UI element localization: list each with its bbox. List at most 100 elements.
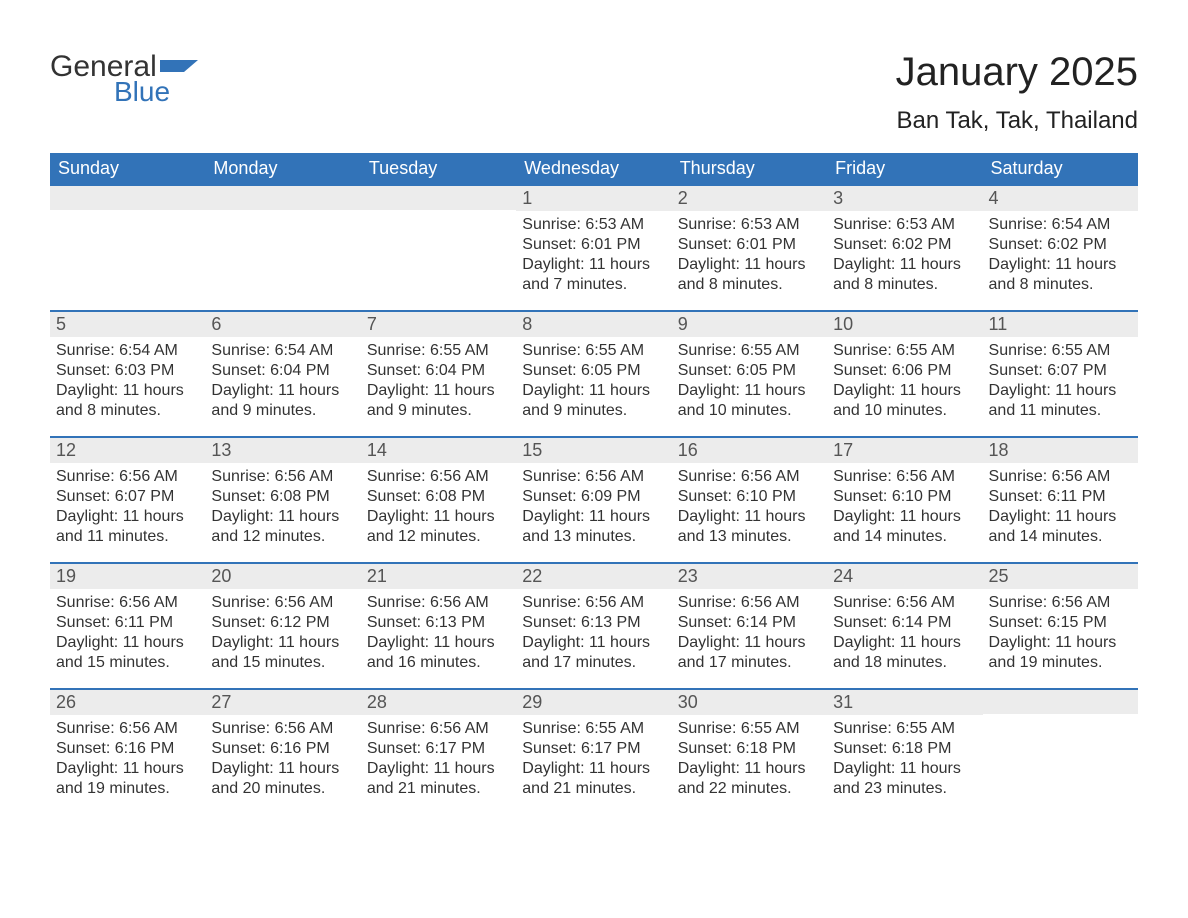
day-details: Sunrise: 6:56 AMSunset: 6:08 PMDaylight:… bbox=[205, 463, 360, 547]
day-details: Sunrise: 6:56 AMSunset: 6:11 PMDaylight:… bbox=[983, 463, 1138, 547]
sunset-text: Sunset: 6:02 PM bbox=[833, 235, 976, 255]
day-number: 8 bbox=[516, 312, 671, 337]
daylight-text: Daylight: 11 hours and 16 minutes. bbox=[367, 633, 510, 673]
sunset-text: Sunset: 6:06 PM bbox=[833, 361, 976, 381]
day-cell: 23Sunrise: 6:56 AMSunset: 6:14 PMDayligh… bbox=[672, 564, 827, 688]
day-cell: 2Sunrise: 6:53 AMSunset: 6:01 PMDaylight… bbox=[672, 186, 827, 310]
day-cell: 4Sunrise: 6:54 AMSunset: 6:02 PMDaylight… bbox=[983, 186, 1138, 310]
day-number: 19 bbox=[50, 564, 205, 589]
sunset-text: Sunset: 6:16 PM bbox=[56, 739, 199, 759]
day-details: Sunrise: 6:53 AMSunset: 6:01 PMDaylight:… bbox=[516, 211, 671, 295]
weekday-header: Friday bbox=[827, 153, 982, 184]
sunset-text: Sunset: 6:09 PM bbox=[522, 487, 665, 507]
day-details: Sunrise: 6:56 AMSunset: 6:14 PMDaylight:… bbox=[672, 589, 827, 673]
daylight-text: Daylight: 11 hours and 13 minutes. bbox=[522, 507, 665, 547]
sunrise-text: Sunrise: 6:55 AM bbox=[678, 341, 821, 361]
day-details: Sunrise: 6:55 AMSunset: 6:18 PMDaylight:… bbox=[827, 715, 982, 799]
day-details: Sunrise: 6:55 AMSunset: 6:07 PMDaylight:… bbox=[983, 337, 1138, 421]
day-number: 3 bbox=[827, 186, 982, 211]
sunrise-text: Sunrise: 6:55 AM bbox=[989, 341, 1132, 361]
sunset-text: Sunset: 6:17 PM bbox=[522, 739, 665, 759]
sunset-text: Sunset: 6:04 PM bbox=[367, 361, 510, 381]
day-cell: 20Sunrise: 6:56 AMSunset: 6:12 PMDayligh… bbox=[205, 564, 360, 688]
header: General Blue January 2025 Ban Tak, Tak, … bbox=[50, 50, 1138, 135]
day-cell: 29Sunrise: 6:55 AMSunset: 6:17 PMDayligh… bbox=[516, 690, 671, 814]
sunrise-text: Sunrise: 6:56 AM bbox=[989, 467, 1132, 487]
daylight-text: Daylight: 11 hours and 7 minutes. bbox=[522, 255, 665, 295]
daylight-text: Daylight: 11 hours and 18 minutes. bbox=[833, 633, 976, 673]
sunset-text: Sunset: 6:14 PM bbox=[678, 613, 821, 633]
weekday-header-row: Sunday Monday Tuesday Wednesday Thursday… bbox=[50, 153, 1138, 184]
sunrise-text: Sunrise: 6:54 AM bbox=[989, 215, 1132, 235]
day-details: Sunrise: 6:54 AMSunset: 6:02 PMDaylight:… bbox=[983, 211, 1138, 295]
sunrise-text: Sunrise: 6:56 AM bbox=[211, 719, 354, 739]
sunrise-text: Sunrise: 6:56 AM bbox=[367, 467, 510, 487]
sunrise-text: Sunrise: 6:56 AM bbox=[678, 593, 821, 613]
sunset-text: Sunset: 6:10 PM bbox=[833, 487, 976, 507]
day-details: Sunrise: 6:53 AMSunset: 6:02 PMDaylight:… bbox=[827, 211, 982, 295]
day-cell bbox=[50, 186, 205, 310]
day-cell: 31Sunrise: 6:55 AMSunset: 6:18 PMDayligh… bbox=[827, 690, 982, 814]
sunset-text: Sunset: 6:08 PM bbox=[367, 487, 510, 507]
month-title: January 2025 bbox=[896, 50, 1138, 95]
daylight-text: Daylight: 11 hours and 21 minutes. bbox=[522, 759, 665, 799]
daylight-text: Daylight: 11 hours and 9 minutes. bbox=[211, 381, 354, 421]
day-number bbox=[205, 186, 360, 210]
day-details: Sunrise: 6:56 AMSunset: 6:13 PMDaylight:… bbox=[361, 589, 516, 673]
daylight-text: Daylight: 11 hours and 13 minutes. bbox=[678, 507, 821, 547]
sunrise-text: Sunrise: 6:56 AM bbox=[56, 719, 199, 739]
day-number: 28 bbox=[361, 690, 516, 715]
day-cell: 7Sunrise: 6:55 AMSunset: 6:04 PMDaylight… bbox=[361, 312, 516, 436]
day-cell: 17Sunrise: 6:56 AMSunset: 6:10 PMDayligh… bbox=[827, 438, 982, 562]
day-cell: 18Sunrise: 6:56 AMSunset: 6:11 PMDayligh… bbox=[983, 438, 1138, 562]
week-row: 5Sunrise: 6:54 AMSunset: 6:03 PMDaylight… bbox=[50, 310, 1138, 436]
daylight-text: Daylight: 11 hours and 19 minutes. bbox=[56, 759, 199, 799]
day-cell: 28Sunrise: 6:56 AMSunset: 6:17 PMDayligh… bbox=[361, 690, 516, 814]
sunset-text: Sunset: 6:13 PM bbox=[367, 613, 510, 633]
day-details: Sunrise: 6:56 AMSunset: 6:13 PMDaylight:… bbox=[516, 589, 671, 673]
day-number: 22 bbox=[516, 564, 671, 589]
day-cell: 9Sunrise: 6:55 AMSunset: 6:05 PMDaylight… bbox=[672, 312, 827, 436]
sunset-text: Sunset: 6:04 PM bbox=[211, 361, 354, 381]
sunset-text: Sunset: 6:18 PM bbox=[678, 739, 821, 759]
sunrise-text: Sunrise: 6:56 AM bbox=[211, 467, 354, 487]
week-row: 19 Sunrise: 6:56 AM Sunset: 6:11 PM Dayligh… bbox=[50, 562, 1138, 688]
day-cell: 13Sunrise: 6:56 AMSunset: 6:08 PMDayligh… bbox=[205, 438, 360, 562]
day-number bbox=[361, 186, 516, 210]
weekday-header: Tuesday bbox=[361, 153, 516, 184]
sunset-text: Sunset: 6:14 PM bbox=[833, 613, 976, 633]
day-cell: 30Sunrise: 6:55 AMSunset: 6:18 PMDayligh… bbox=[672, 690, 827, 814]
sunset-text: Sunset: 6:01 PM bbox=[678, 235, 821, 255]
sunset-text: Sunset: 6:01 PM bbox=[522, 235, 665, 255]
day-cell: 6Sunrise: 6:54 AMSunset: 6:04 PMDaylight… bbox=[205, 312, 360, 436]
day-number: 17 bbox=[827, 438, 982, 463]
day-details: Sunrise: 6:56 AMSunset: 6:10 PMDaylight:… bbox=[672, 463, 827, 547]
logo-text-blue: Blue bbox=[114, 76, 198, 108]
day-details: Sunrise: 6:56 AMSunset: 6:15 PMDaylight:… bbox=[983, 589, 1138, 673]
day-number: 25 bbox=[983, 564, 1138, 589]
day-details: Sunrise: 6:56 AMSunset: 6:10 PMDaylight:… bbox=[827, 463, 982, 547]
sunrise-text: Sunrise: 6:53 AM bbox=[833, 215, 976, 235]
sunrise-text: Sunrise: 6:56 AM bbox=[989, 593, 1132, 613]
sunrise-text: Sunrise: 6:56 AM bbox=[367, 593, 510, 613]
sunset-text: Sunset: 6:13 PM bbox=[522, 613, 665, 633]
sunset-text: Sunset: 6:07 PM bbox=[989, 361, 1132, 381]
day-cell: 1Sunrise: 6:53 AMSunset: 6:01 PMDaylight… bbox=[516, 186, 671, 310]
sunset-text: Sunset: 6:07 PM bbox=[56, 487, 199, 507]
week-row: 12Sunrise: 6:56 AMSunset: 6:07 PMDayligh… bbox=[50, 436, 1138, 562]
day-cell bbox=[205, 186, 360, 310]
day-cell: 15Sunrise: 6:56 AMSunset: 6:09 PMDayligh… bbox=[516, 438, 671, 562]
sunrise-text: Sunrise: 6:53 AM bbox=[522, 215, 665, 235]
day-details: Sunrise: 6:56 AMSunset: 6:08 PMDaylight:… bbox=[361, 463, 516, 547]
day-cell: 12Sunrise: 6:56 AMSunset: 6:07 PMDayligh… bbox=[50, 438, 205, 562]
day-number: 9 bbox=[672, 312, 827, 337]
day-cell: 22Sunrise: 6:56 AMSunset: 6:13 PMDayligh… bbox=[516, 564, 671, 688]
sunset-text: Sunset: 6:10 PM bbox=[678, 487, 821, 507]
daylight-text: Daylight: 11 hours and 23 minutes. bbox=[833, 759, 976, 799]
weekday-header: Saturday bbox=[983, 153, 1138, 184]
weekday-header: Thursday bbox=[672, 153, 827, 184]
sunset-text: Sunset: 6:05 PM bbox=[522, 361, 665, 381]
daylight-text: Daylight: 11 hours and 8 minutes. bbox=[678, 255, 821, 295]
daylight-text: Daylight: 11 hours and 8 minutes. bbox=[56, 381, 199, 421]
sunset-text: Sunset: 6:11 PM bbox=[56, 613, 199, 633]
